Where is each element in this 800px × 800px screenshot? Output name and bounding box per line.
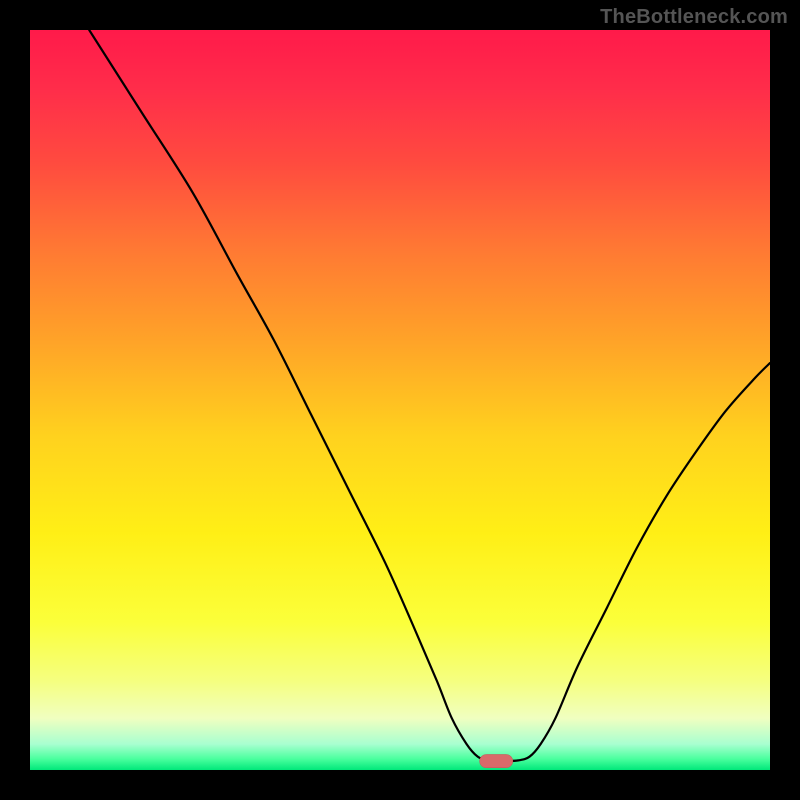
chart-container: TheBottleneck.com (0, 0, 800, 800)
plot-svg (30, 30, 770, 770)
watermark-text: TheBottleneck.com (600, 6, 788, 29)
plot-area (30, 30, 770, 770)
gradient-background (30, 30, 770, 770)
optimum-marker (480, 754, 513, 767)
